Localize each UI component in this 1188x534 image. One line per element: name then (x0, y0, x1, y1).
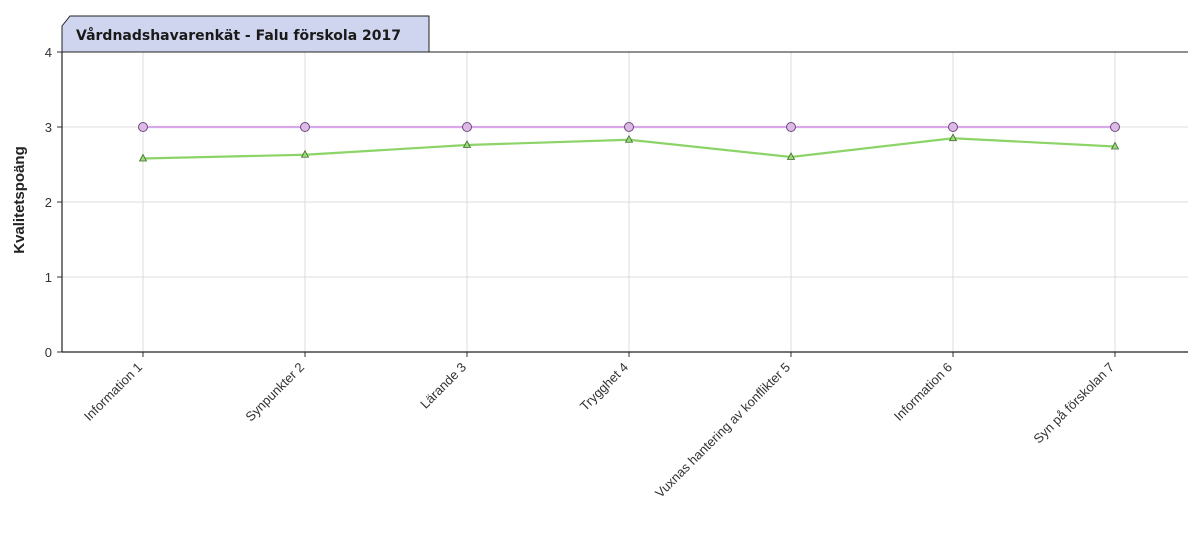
grid-lines (62, 52, 1188, 352)
series-point-2 (786, 152, 796, 160)
series-point-1 (948, 122, 958, 132)
y-tick-label: 4 (45, 45, 52, 60)
series-point-1 (462, 122, 472, 132)
x-tick-label: Information 1 (81, 360, 145, 424)
y-tick-labels: 0 1 2 3 4 (45, 45, 52, 360)
chart-title: Vårdnadshavarenkät - Falu förskola 2017 (76, 27, 401, 44)
x-tick-label: Vuxnas hantering av konflikter 5 (652, 360, 793, 501)
title-tab-shape (61, 15, 430, 53)
series-point-1 (786, 122, 796, 132)
series-point-1 (300, 122, 310, 132)
series-point-2 (624, 134, 634, 143)
y-tick-label: 3 (45, 120, 52, 135)
x-tick-labels: Information 1 Synpunkter 2 Lärande 3 Tryggh… (81, 360, 1117, 501)
y-tick-label: 2 (45, 195, 52, 210)
y-axis-title: Kvalitetspoäng (11, 146, 28, 254)
title-tab: Vårdnadshavarenkät - Falu förskola 2017 (61, 15, 430, 53)
x-tick-label: Synpunkter 2 (242, 360, 307, 425)
series-point-1 (1110, 122, 1120, 132)
x-tick-label: Information 6 (891, 360, 955, 424)
series-point-2 (462, 140, 472, 148)
x-tick-label: Trygghet 4 (577, 360, 631, 414)
series-point-2 (300, 149, 310, 158)
x-tick-label: Lärande 3 (417, 360, 469, 412)
series-point-1 (624, 122, 634, 132)
y-tick-label: 1 (45, 270, 52, 285)
series-point-2 (138, 153, 148, 162)
y-tick-label: 0 (45, 345, 52, 360)
series-point-2 (1110, 141, 1120, 150)
series-point-1 (138, 122, 148, 132)
series-point-2 (948, 133, 958, 142)
axes (57, 51, 1188, 357)
x-tick-label: Syn på förskolan 7 (1030, 360, 1117, 447)
series-lines (138, 122, 1120, 162)
